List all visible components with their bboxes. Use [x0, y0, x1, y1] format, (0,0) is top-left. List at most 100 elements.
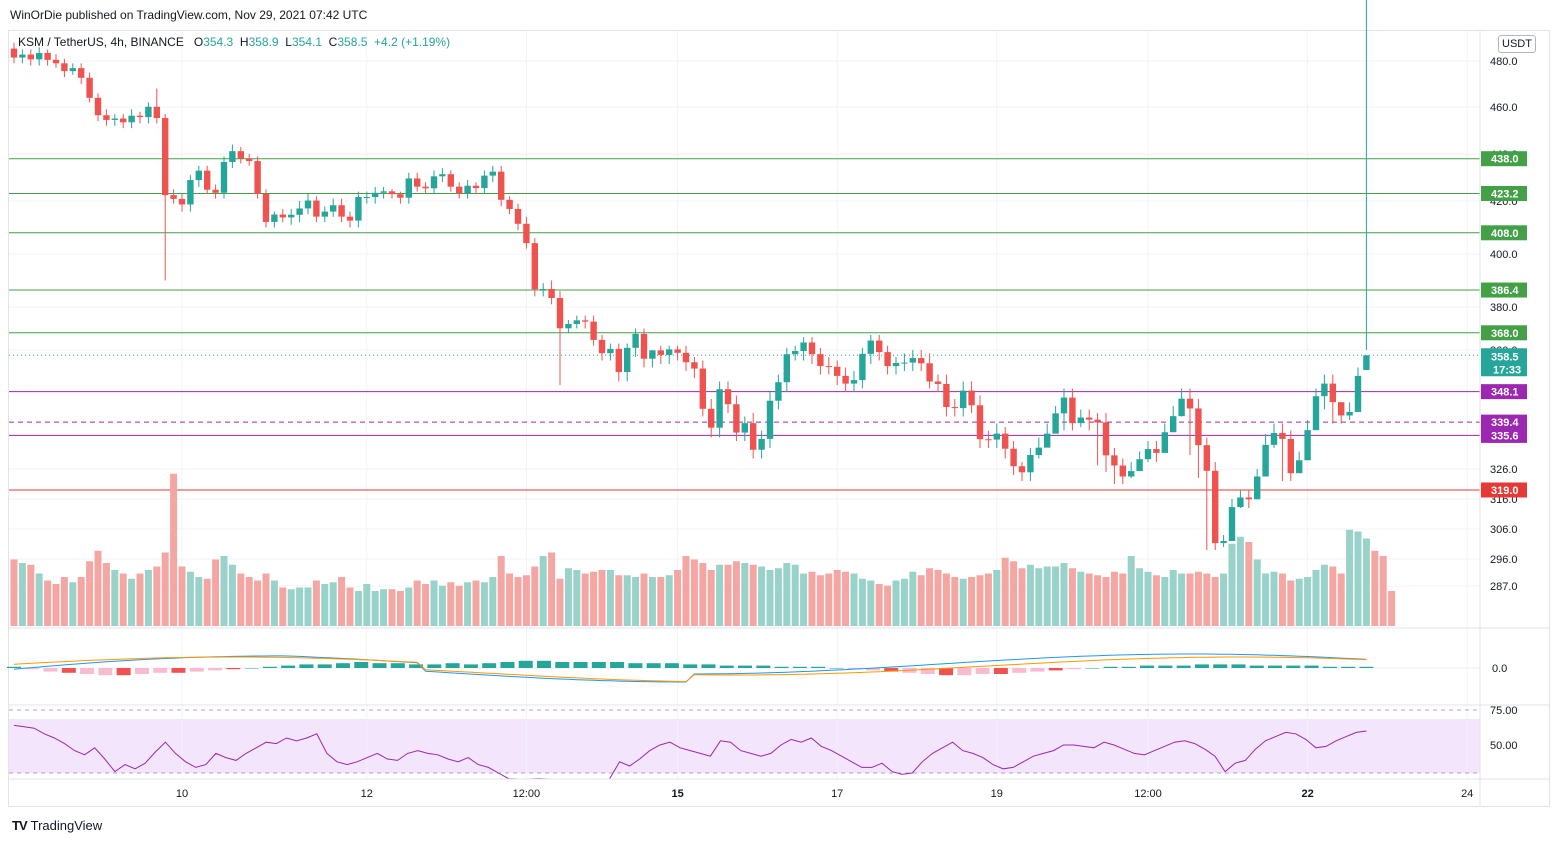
- candle: [607, 343, 614, 361]
- candle-body: [960, 390, 967, 409]
- candle: [1102, 413, 1110, 472]
- candle-body: [363, 197, 370, 199]
- volume-bar: [270, 580, 278, 626]
- candle-body: [120, 118, 127, 123]
- macd-histogram-bar: [774, 666, 789, 668]
- volume-bar: [1270, 571, 1278, 626]
- volume-bar: [212, 559, 220, 626]
- candle: [582, 315, 589, 329]
- candle: [355, 191, 362, 228]
- candle: [212, 184, 219, 199]
- volume-bar: [144, 570, 152, 626]
- candle-body: [808, 342, 816, 355]
- chart-frame: [8, 30, 1550, 807]
- level-badge: 335.6: [1481, 427, 1527, 443]
- currency-button[interactable]: USDT: [1498, 35, 1536, 53]
- y-tick-label: 296.0: [1490, 554, 1518, 566]
- signal-line: [13, 656, 1367, 683]
- candle: [346, 211, 354, 228]
- candle-body: [262, 193, 270, 222]
- candle-body: [976, 405, 984, 440]
- candle-body: [380, 191, 387, 193]
- candle: [61, 58, 68, 78]
- level-badge-label: 319.0: [1491, 485, 1519, 497]
- volume-bar: [531, 566, 539, 626]
- candle-body: [1237, 497, 1244, 508]
- candle-body: [1086, 417, 1093, 420]
- candle: [439, 168, 446, 183]
- candle: [850, 371, 858, 392]
- candle-body: [951, 407, 958, 409]
- candle-body: [640, 333, 648, 359]
- macd-histogram-bar: [811, 666, 826, 668]
- level-badge: 438.0: [1481, 151, 1527, 167]
- volume-bar: [1068, 568, 1076, 626]
- volume-bar: [1211, 577, 1219, 626]
- footer-brand[interactable]: TV TradingView: [12, 818, 102, 833]
- y-tick-label: 400.0: [1490, 249, 1518, 261]
- y-tick-label: 287.0: [1490, 581, 1518, 593]
- candle: [69, 63, 76, 75]
- candle: [27, 49, 34, 66]
- candle-body: [187, 180, 194, 205]
- candle: [951, 399, 958, 417]
- candle-body: [229, 151, 236, 162]
- candle: [1203, 437, 1210, 550]
- level-badge-label: 386.4: [1491, 285, 1519, 297]
- volume-bar: [1320, 564, 1328, 626]
- volume-bar: [917, 575, 925, 626]
- x-tick-label: 12:00: [513, 788, 541, 800]
- volume-bar: [44, 580, 52, 626]
- volume-bar: [245, 577, 253, 626]
- volume-bar: [18, 563, 26, 626]
- y-tick-label: 326.0: [1490, 464, 1518, 476]
- candle: [246, 154, 253, 166]
- volume-bar: [716, 564, 724, 626]
- candle-body: [111, 118, 118, 120]
- volume-bar: [119, 573, 127, 626]
- candle: [699, 360, 706, 417]
- candle: [313, 196, 320, 223]
- level-badge-label: 423.2: [1491, 188, 1519, 200]
- candle-body: [892, 362, 900, 367]
- volume-bar: [1052, 566, 1060, 626]
- macd-histogram-bar: [646, 663, 661, 668]
- candle-body: [1195, 408, 1202, 446]
- candle-body: [565, 323, 572, 329]
- volume-bar: [581, 573, 589, 626]
- volume-bar: [338, 577, 346, 626]
- candle: [775, 374, 782, 410]
- macd-histogram-bar: [865, 668, 880, 671]
- candle: [1018, 462, 1026, 481]
- candle-body: [498, 171, 505, 200]
- volume-bar: [1388, 591, 1396, 626]
- candle: [204, 165, 211, 194]
- candle: [540, 283, 547, 297]
- macd-histogram-bar: [1158, 665, 1173, 668]
- candle: [1212, 462, 1219, 550]
- candle-body: [624, 347, 631, 373]
- volume-bar: [657, 577, 665, 626]
- candle: [271, 211, 278, 228]
- candle: [1245, 490, 1252, 508]
- brand-name: TradingView: [30, 818, 103, 833]
- candle: [103, 109, 110, 126]
- candle-body: [489, 171, 496, 176]
- volume-bar: [111, 570, 119, 626]
- volume-bar: [69, 582, 77, 626]
- volume-bar: [1144, 571, 1152, 626]
- candle-body: [388, 191, 396, 195]
- volume-bar: [102, 563, 110, 626]
- candle: [590, 315, 597, 346]
- candle: [741, 416, 748, 441]
- candle-body: [288, 214, 295, 218]
- volume-bar: [842, 571, 850, 626]
- candle: [254, 156, 261, 199]
- volume-bar: [77, 577, 85, 626]
- candle: [481, 170, 488, 194]
- macd-histogram-bar: [153, 668, 168, 673]
- candle-body: [590, 321, 597, 340]
- macd-histogram-bar: [116, 668, 131, 676]
- symbol-name[interactable]: KSM / TetherUS, 4h, BINANCE: [18, 35, 184, 49]
